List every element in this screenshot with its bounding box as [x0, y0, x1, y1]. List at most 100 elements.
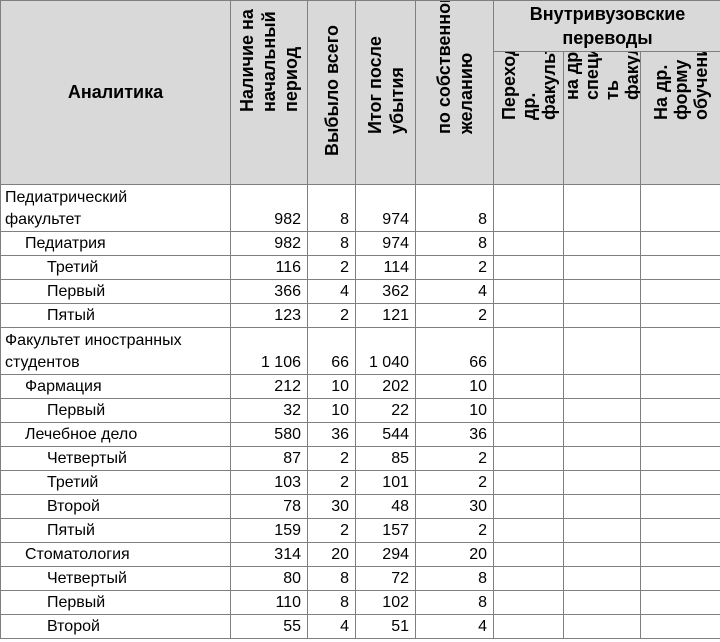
empty-cell — [493, 231, 564, 256]
value-cell: 212 — [230, 374, 308, 399]
empty-cell — [563, 184, 641, 232]
table-row[interactable]: Четвертый 87 2 85 2 — [0, 446, 720, 471]
row-label: Факультет иностранных студентов — [0, 327, 231, 375]
value-cell: 366 — [230, 279, 308, 304]
empty-cell — [493, 255, 564, 280]
empty-cell — [493, 614, 564, 639]
empty-cell — [493, 590, 564, 615]
table-row[interactable]: Третий 103 2 101 2 — [0, 470, 720, 495]
table-row[interactable]: Первый 366 4 362 4 — [0, 279, 720, 304]
empty-cell — [639, 255, 720, 280]
empty-cell — [563, 374, 641, 399]
table-row[interactable]: Педиатрия 982 8 974 8 — [0, 231, 720, 256]
value-cell: 974 — [355, 184, 416, 232]
table-row[interactable]: Второй 55 4 51 4 — [0, 614, 720, 639]
value-cell: 2 — [415, 518, 494, 543]
value-cell: 66 — [415, 327, 494, 375]
value-cell: 55 — [230, 614, 308, 639]
column-header-dropped-total[interactable]: Выбыло всего — [307, 0, 356, 185]
column-header-other-specialty[interactable]: на др. специальнос ть факультета — [563, 51, 641, 185]
empty-cell — [563, 590, 641, 615]
column-header-other-faculty[interactable]: Переход на др. факультет — [493, 51, 564, 185]
value-cell: 114 — [355, 255, 416, 280]
value-cell: 982 — [230, 231, 308, 256]
empty-cell — [493, 374, 564, 399]
value-cell: 20 — [415, 542, 494, 567]
value-cell: 101 — [355, 470, 416, 495]
column-header-label: Итог после убытия — [364, 36, 407, 134]
empty-cell — [639, 566, 720, 591]
value-cell: 66 — [307, 327, 356, 375]
row-label: Второй — [0, 614, 231, 639]
value-cell: 110 — [230, 590, 308, 615]
row-label: Пятый — [0, 518, 231, 543]
value-cell: 982 — [230, 184, 308, 232]
empty-cell — [639, 231, 720, 256]
value-cell: 36 — [415, 422, 494, 447]
empty-cell — [639, 422, 720, 447]
empty-cell — [493, 422, 564, 447]
column-header-opening-balance[interactable]: Наличие на начальный период — [230, 0, 308, 185]
table-row[interactable]: Четвертый 80 8 72 8 — [0, 566, 720, 591]
empty-cell — [639, 590, 720, 615]
value-cell: 87 — [230, 446, 308, 471]
table-row[interactable]: Фармация 212 10 202 10 — [0, 374, 720, 399]
empty-cell — [563, 303, 641, 328]
value-cell: 2 — [307, 303, 356, 328]
value-cell: 202 — [355, 374, 416, 399]
value-cell: 8 — [415, 590, 494, 615]
empty-cell — [563, 231, 641, 256]
empty-cell — [639, 398, 720, 423]
empty-cell — [563, 446, 641, 471]
table-row[interactable]: Стоматология 314 20 294 20 — [0, 542, 720, 567]
value-cell: 102 — [355, 590, 416, 615]
table-row[interactable]: Лечебное дело 580 36 544 36 — [0, 422, 720, 447]
table-row[interactable]: Третий 116 2 114 2 — [0, 255, 720, 280]
value-cell: 78 — [230, 494, 308, 519]
empty-cell — [563, 422, 641, 447]
table-row[interactable]: Факультет иностранных студентов 1 106 66 1 … — [0, 327, 720, 375]
empty-cell — [563, 542, 641, 567]
group-header-internal-transfers[interactable]: Внутривузовские переводы — [492, 0, 720, 52]
row-label: Педиатрия — [0, 231, 231, 256]
empty-cell — [493, 494, 564, 519]
empty-cell — [639, 518, 720, 543]
value-cell: 32 — [230, 398, 308, 423]
table-row[interactable]: Пятый 123 2 121 2 — [0, 303, 720, 328]
value-cell: 8 — [415, 566, 494, 591]
row-label: Третий — [0, 470, 231, 495]
value-cell: 10 — [307, 374, 356, 399]
column-header-total-after[interactable]: Итог после убытия — [355, 0, 416, 185]
column-header-voluntary[interactable]: по собственному желанию — [415, 0, 494, 185]
column-header-other-form[interactable]: На др. форму обучения — [639, 51, 720, 185]
empty-cell — [493, 184, 564, 232]
empty-cell — [493, 446, 564, 471]
table-row[interactable]: Первый 32 10 22 10 — [0, 398, 720, 423]
row-label: Четвертый — [0, 446, 231, 471]
value-cell: 20 — [307, 542, 356, 567]
empty-cell — [563, 470, 641, 495]
row-label: Второй — [0, 494, 231, 519]
value-cell: 974 — [355, 231, 416, 256]
table-row[interactable]: Второй 78 30 48 30 — [0, 494, 720, 519]
value-cell: 4 — [415, 614, 494, 639]
empty-cell — [639, 614, 720, 639]
value-cell: 294 — [355, 542, 416, 567]
empty-cell — [493, 279, 564, 304]
empty-cell — [493, 303, 564, 328]
value-cell: 2 — [415, 303, 494, 328]
table-row[interactable]: Педиатрический факультет 982 8 974 8 — [0, 184, 720, 232]
table-row[interactable]: Первый 110 8 102 8 — [0, 590, 720, 615]
table-row[interactable]: Пятый 159 2 157 2 — [0, 518, 720, 543]
row-label: Первый — [0, 590, 231, 615]
analytics-header[interactable]: Аналитика — [0, 0, 231, 185]
column-header-label: На др. форму обучения — [651, 51, 711, 121]
empty-cell — [639, 446, 720, 471]
empty-cell — [639, 494, 720, 519]
column-header-label: на др. специальнос ть факультета — [563, 51, 640, 101]
row-label: Педиатрический факультет — [0, 184, 231, 232]
value-cell: 2 — [415, 470, 494, 495]
value-cell: 314 — [230, 542, 308, 567]
empty-cell — [639, 470, 720, 495]
value-cell: 580 — [230, 422, 308, 447]
